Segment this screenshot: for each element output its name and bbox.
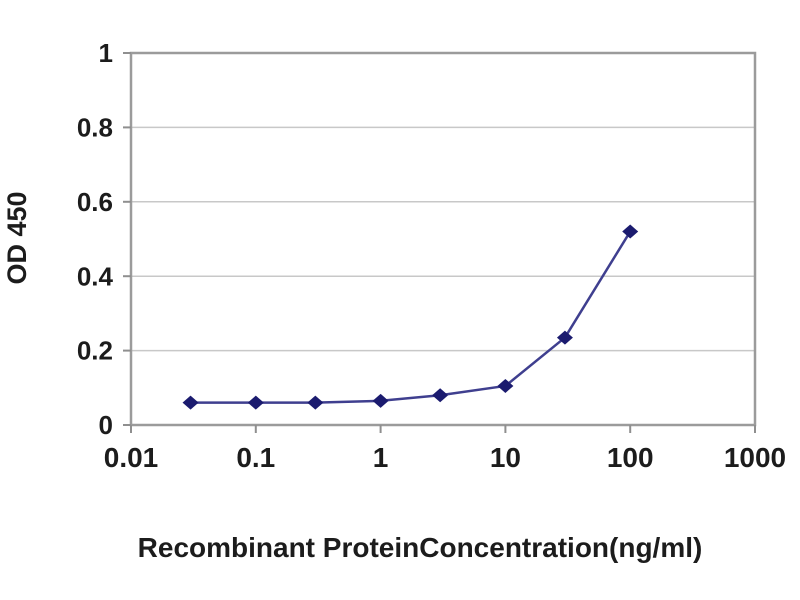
data-point-marker [307,395,324,410]
data-point-marker [497,378,514,393]
gridlines [131,126,755,352]
plot-border [129,51,757,427]
axis-ticks [123,52,756,433]
x-tick-label: 1000 [724,442,786,473]
x-tick-label: 100 [607,442,654,473]
y-tick-label: 0.2 [77,336,113,366]
x-tick-label: 0.01 [104,442,159,473]
data-point-marker [556,330,573,345]
y-tick-label: 0.4 [77,261,114,291]
data-point-marker [182,395,199,410]
y-tick-label: 1 [99,38,113,68]
y-axis-title: OD 450 [2,191,32,284]
x-axis-title: Recombinant ProteinConcentration(ng/ml) [138,532,703,563]
plot-frame [129,51,757,427]
x-tick-label: 0.1 [236,442,275,473]
x-tick-label: 10 [490,442,521,473]
data-point-marker [247,395,264,410]
y-tick-label: 0 [99,410,113,440]
data-point-marker [432,388,449,403]
data-series [182,224,639,410]
x-tick-label: 1 [373,442,389,473]
data-point-marker [372,393,389,408]
y-tick-label: 0.8 [77,113,113,143]
data-point-marker [622,224,639,239]
data-line [190,230,632,404]
tick-labels: 0.01 0.1 1 10 100 1000 0 0.2 0.4 0.6 0.8 1 [77,38,786,473]
y-tick-label: 0.6 [77,187,113,217]
